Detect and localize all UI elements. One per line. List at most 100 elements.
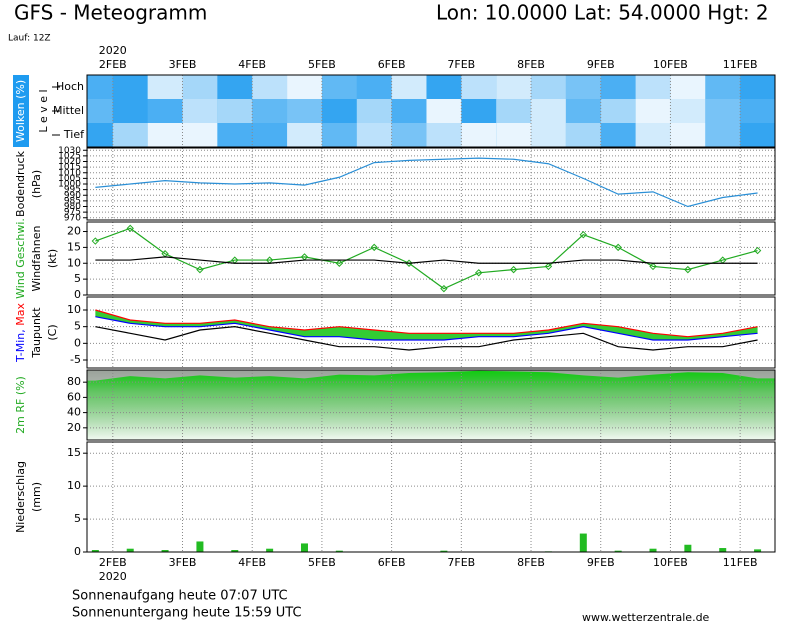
y-tick-label: 80 bbox=[67, 375, 81, 388]
date-label-bottom: 6FEB bbox=[378, 556, 406, 569]
cloud-cell bbox=[287, 75, 322, 99]
cloud-cell bbox=[426, 75, 462, 99]
cloud-cell bbox=[147, 123, 183, 147]
marker bbox=[544, 262, 553, 271]
y-label: (C) bbox=[46, 324, 59, 340]
y-label: (kt) bbox=[46, 249, 59, 268]
cloud-cell bbox=[252, 75, 288, 99]
cloud-cell bbox=[565, 75, 601, 99]
cloud-cell bbox=[531, 75, 566, 99]
cloud-cell bbox=[287, 99, 322, 123]
cloud-cell bbox=[600, 75, 636, 99]
cloud-cell bbox=[461, 123, 497, 147]
cloud-cell bbox=[740, 99, 775, 123]
y-label-part: (hPa) bbox=[30, 170, 43, 198]
cloud-cell bbox=[356, 75, 392, 99]
precip-bar bbox=[266, 548, 274, 552]
cloud-cell bbox=[670, 123, 706, 147]
y-label: Wolken (%) bbox=[14, 80, 27, 142]
cloud-cell bbox=[740, 75, 775, 99]
cloud-cell bbox=[287, 123, 322, 147]
panel-border bbox=[86, 296, 776, 369]
precip-bar bbox=[300, 543, 308, 552]
date-label-bottom: 4FEB bbox=[238, 556, 266, 569]
panel-border bbox=[86, 74, 776, 148]
marker bbox=[440, 284, 448, 293]
y-label: 2m RF (%) bbox=[14, 376, 27, 434]
date-label-top: 3FEB bbox=[169, 58, 197, 71]
y-label-part: T-Min, bbox=[14, 329, 27, 363]
marker bbox=[91, 237, 100, 245]
cloud-cell bbox=[670, 99, 706, 123]
cloud-cell bbox=[705, 123, 741, 147]
y-label-part: Niederschlag bbox=[14, 461, 27, 533]
y-tick-label: 10 bbox=[67, 256, 81, 269]
precip-bar bbox=[231, 550, 239, 552]
precip-bar bbox=[754, 549, 762, 552]
precip-bar bbox=[684, 544, 692, 552]
marker bbox=[649, 262, 657, 271]
panel bbox=[86, 74, 776, 148]
cloud-cell bbox=[391, 75, 427, 99]
panel bbox=[86, 296, 776, 369]
y-label-part: 2m RF (%) bbox=[14, 376, 27, 434]
precip-bar bbox=[196, 541, 204, 552]
date-label-top: 2FEB bbox=[99, 58, 127, 71]
cloud-cell bbox=[252, 123, 288, 147]
cloud-cell bbox=[565, 99, 601, 123]
cloud-cell bbox=[461, 75, 497, 99]
y-label: Niederschlag bbox=[14, 461, 27, 533]
y-tick-label: 20 bbox=[67, 421, 81, 434]
cloud-cell bbox=[635, 75, 671, 99]
cloud-cell bbox=[705, 99, 741, 123]
date-label-bottom: 9FEB bbox=[587, 556, 615, 569]
date-label-top: 11FEB bbox=[723, 58, 758, 71]
cloud-cell bbox=[217, 99, 253, 123]
cloud-cell bbox=[321, 123, 357, 147]
date-label-top: 5FEB bbox=[308, 58, 336, 71]
date-label-top: 10FEB bbox=[653, 58, 688, 71]
y-label-part: Windfahnen bbox=[30, 226, 43, 292]
marker bbox=[753, 246, 762, 255]
date-label-bottom: 10FEB bbox=[653, 556, 688, 569]
y-label-part: Max bbox=[14, 303, 27, 326]
y-label: (hPa) bbox=[30, 170, 43, 198]
panel bbox=[86, 369, 776, 441]
y-tick-label: 1015 bbox=[58, 163, 81, 173]
panel bbox=[86, 441, 776, 553]
year-bottom: 2020 bbox=[99, 570, 127, 583]
y-tick-label: 990 bbox=[64, 191, 81, 201]
date-label-top: 7FEB bbox=[447, 58, 475, 71]
y-tick-label: 1005 bbox=[58, 174, 81, 184]
date-label-top: 6FEB bbox=[378, 58, 406, 71]
cloud-cell bbox=[391, 123, 427, 147]
cloud-cell bbox=[182, 99, 218, 123]
panel-frame bbox=[87, 442, 775, 552]
y-tick-label: 980 bbox=[64, 202, 81, 212]
precip-bar bbox=[579, 533, 587, 552]
date-label-bottom: 2FEB bbox=[99, 556, 127, 569]
cloud-cell bbox=[496, 99, 532, 123]
y-tick-label: 0 bbox=[74, 545, 81, 558]
date-label-bottom: 3FEB bbox=[169, 556, 197, 569]
y-label-part: (C) bbox=[46, 324, 59, 340]
series-line bbox=[95, 256, 758, 264]
row-label: Mittel bbox=[53, 104, 84, 117]
cloud-cell bbox=[182, 123, 218, 147]
cloud-cell bbox=[147, 75, 183, 99]
cloud-cell bbox=[740, 123, 775, 147]
precip-bar bbox=[719, 548, 727, 552]
date-label-top: 8FEB bbox=[517, 58, 545, 71]
precip-bar bbox=[649, 548, 657, 552]
temp-band bbox=[95, 310, 758, 340]
cloud-cell bbox=[112, 75, 148, 99]
y-tick-label: 975 bbox=[64, 208, 81, 218]
series-line bbox=[95, 157, 758, 208]
y-label-part: Wind Geschwi. bbox=[14, 218, 27, 299]
y-label: (mm) bbox=[30, 482, 43, 512]
y-label-part: Taupunkt bbox=[30, 307, 43, 359]
cloud-cell bbox=[217, 123, 253, 147]
y-tick-label: 10 bbox=[67, 303, 81, 316]
y-tick-label: 5 bbox=[74, 320, 81, 333]
